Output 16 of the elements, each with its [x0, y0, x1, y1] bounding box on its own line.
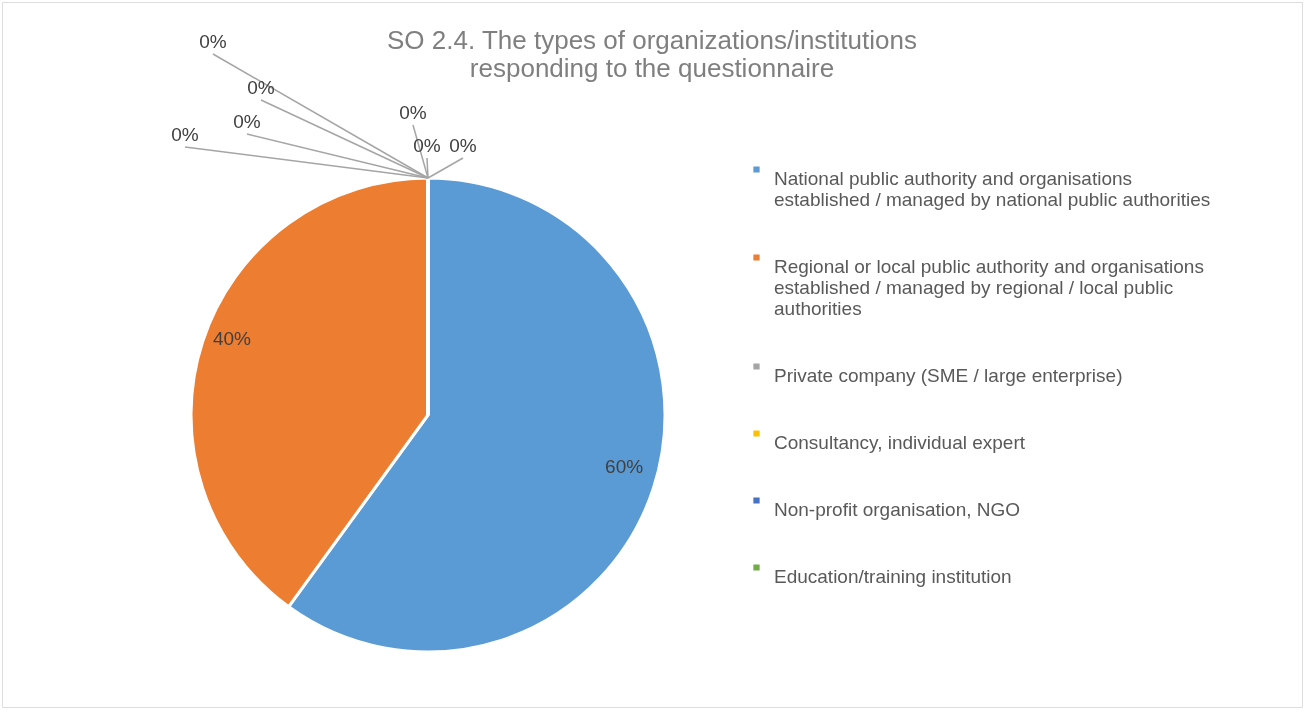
data-label: 40%	[212, 328, 252, 350]
legend-label: Regional or local public authority and organisations established / managed by regional / local public authorities	[774, 255, 1204, 319]
text: 0%	[247, 77, 275, 98]
text: 0%	[171, 124, 199, 145]
text: 0%	[199, 31, 227, 52]
text: 0%	[449, 135, 477, 156]
text: 0%	[399, 102, 427, 123]
chart-title: SO 2.4. The types of organizations/institutions responding to the questionnaire	[387, 25, 917, 83]
text: 0%	[413, 135, 441, 156]
legend-label: Consultancy, individual expert	[774, 431, 1026, 453]
text: 0%	[233, 111, 261, 132]
legend-label: Private company (SME / large enterprise)	[774, 364, 1123, 386]
legend-label: Education/training institution	[774, 565, 1012, 587]
data-label: 60%	[605, 455, 644, 477]
legend-label: Non-profit organisation, NGO	[774, 498, 1021, 520]
legend-label: National public authority and organisations established / managed by national public authorities	[774, 167, 1211, 210]
